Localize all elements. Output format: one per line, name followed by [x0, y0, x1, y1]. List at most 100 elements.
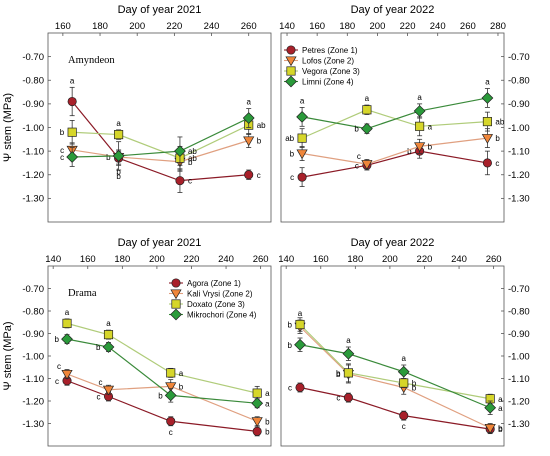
- data-point: [114, 130, 124, 140]
- y-tick-label: -1.10: [508, 146, 530, 157]
- x-tick-label: 240: [451, 254, 467, 265]
- significance-letter: a: [298, 309, 303, 318]
- legend-marker: [171, 299, 181, 309]
- series-line: [72, 124, 249, 159]
- x-tick-label: 200: [382, 254, 398, 265]
- y-tick-label: -1.30: [508, 419, 530, 430]
- significance-letter: a: [265, 389, 270, 398]
- significance-letter: b: [106, 153, 111, 162]
- significance-letter: c: [55, 377, 59, 386]
- data-point: [242, 112, 255, 124]
- significance-letter: a: [498, 395, 503, 404]
- significance-letter: ab: [188, 147, 197, 156]
- significance-letter: b: [288, 321, 293, 330]
- series-zone3: a a a a: [62, 308, 270, 401]
- significance-letter: b: [290, 149, 295, 158]
- significance-letter: b: [336, 369, 341, 378]
- significance-letter: b: [179, 382, 184, 391]
- site-label: Amyndeon: [68, 55, 115, 66]
- x-tick-label: 220: [417, 254, 433, 265]
- data-point: [175, 176, 185, 186]
- y-tick-label: -1.30: [22, 194, 44, 205]
- legend: Petres (Zone 1) Lofos (Zone 2)Vegora (Zon…: [284, 45, 360, 88]
- series-line: [299, 324, 491, 400]
- significance-letter: c: [57, 362, 61, 371]
- data-point: [66, 151, 79, 163]
- panel-bottom-right: Day of year 2022 140 160 180 200 220 240 260 -0.…: [278, 237, 530, 447]
- y-tick-label: -1.20: [508, 170, 530, 181]
- significance-letter: b: [55, 335, 60, 344]
- x-tick-label: 260: [241, 21, 257, 32]
- data-point: [67, 127, 77, 137]
- x-tick-label: 180: [339, 21, 355, 32]
- significance-letter: b: [265, 427, 270, 436]
- data-point: [482, 117, 492, 127]
- data-point: [251, 397, 264, 410]
- data-point: [361, 160, 373, 170]
- x-tick-label: 260: [486, 254, 502, 265]
- series-line: [72, 117, 249, 158]
- legend-marker: [286, 45, 296, 55]
- data-point: [112, 149, 125, 162]
- y-tick-label: -0.70: [22, 284, 44, 295]
- y-tick-label: -0.90: [508, 99, 530, 110]
- data-point: [296, 110, 308, 123]
- significance-letter: c: [188, 177, 192, 186]
- significance-letter: b: [354, 125, 359, 134]
- data-point: [244, 170, 254, 180]
- data-point: [343, 368, 353, 378]
- data-point: [102, 385, 115, 396]
- data-point: [481, 134, 494, 144]
- data-point: [251, 417, 263, 427]
- series-line: [301, 109, 488, 139]
- significance-letter: a: [417, 93, 422, 102]
- significance-letter: ab: [285, 134, 294, 143]
- series-line: [66, 322, 258, 394]
- y-tick-label: -1.00: [508, 123, 530, 134]
- significance-letter: a: [179, 369, 184, 378]
- panel-bottom-left: Day of year 2021 140 160 180 200 220 240 260 -0.…: [2, 237, 272, 447]
- x-tick-label: 160: [309, 21, 325, 32]
- significance-letter: b: [188, 158, 193, 167]
- series-zone1: ccc b: [55, 375, 270, 437]
- significance-letter: c: [402, 422, 406, 431]
- series-zone1: ccc b: [288, 382, 503, 434]
- y-tick-label: -1.20: [508, 396, 530, 407]
- data-point: [62, 318, 72, 328]
- x-tick-label: 140: [45, 254, 61, 265]
- x-tick-label: 200: [149, 254, 165, 265]
- significance-letter: a: [106, 319, 111, 328]
- data-point: [252, 426, 262, 436]
- series-line: [299, 344, 491, 409]
- data-point: [399, 378, 409, 388]
- significance-letter: b: [495, 134, 500, 143]
- y-tick-label: -1.00: [22, 351, 44, 362]
- significance-letter: c: [60, 153, 64, 162]
- y-tick-label: -1.20: [22, 396, 44, 407]
- legend-label: Petres (Zone 1): [302, 46, 358, 55]
- data-point: [297, 133, 307, 143]
- site-label: Drama: [68, 288, 97, 299]
- significance-letter: b: [265, 417, 270, 426]
- data-point: [413, 105, 426, 117]
- data-point: [164, 389, 177, 402]
- y-tick-label: -1.20: [22, 170, 44, 181]
- significance-letter: b: [257, 136, 262, 145]
- significance-letter: a: [300, 96, 305, 105]
- data-point: [399, 411, 409, 421]
- x-axis-title: Day of year 2022: [351, 237, 435, 249]
- significance-letter: c: [99, 378, 103, 387]
- x-tick-label: 280: [490, 21, 506, 32]
- data-point: [295, 382, 305, 393]
- panel-top-left: Day of year 2021 160 180 200 220 240 260 -0.70 -…: [2, 4, 272, 223]
- x-axis-title: Day of year 2021: [118, 4, 202, 16]
- y-tick-label: -0.80: [508, 306, 530, 317]
- data-point: [174, 145, 186, 158]
- data-point: [482, 158, 492, 168]
- legend-marker: [170, 308, 182, 321]
- y-tick-label: -0.90: [22, 99, 44, 110]
- significance-letter: a: [65, 308, 70, 317]
- significance-letter: a: [346, 336, 351, 345]
- data-point: [342, 347, 355, 360]
